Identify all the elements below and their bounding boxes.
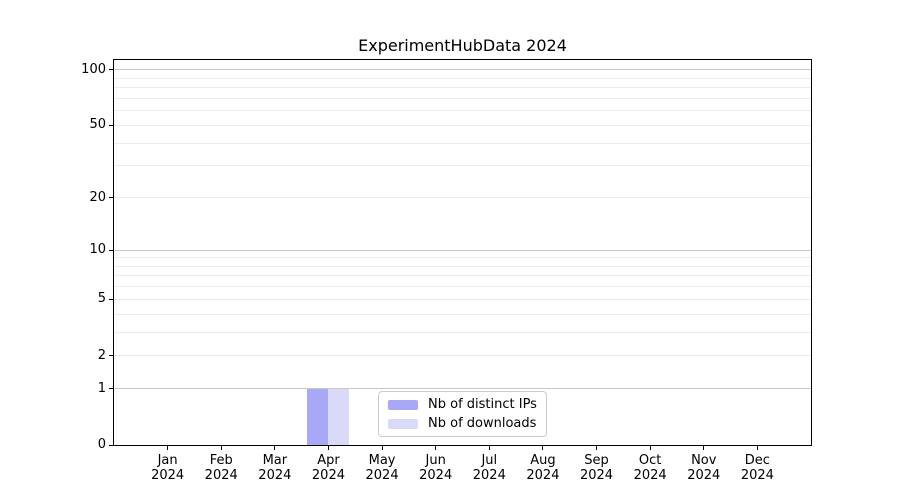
legend-label: Nb of downloads: [428, 415, 537, 431]
y-tick-label: 50: [89, 117, 106, 133]
y-tick-mark: [109, 197, 114, 198]
major-gridline: [114, 249, 811, 251]
x-tick-mark: [649, 445, 651, 450]
minor-gridline: [114, 298, 811, 300]
minor-gridline: [114, 257, 811, 259]
x-tick-label: Apr 2024: [311, 453, 345, 483]
minor-gridline: [114, 142, 811, 144]
x-tick-mark: [756, 445, 758, 450]
x-tick-mark: [542, 445, 544, 450]
y-tick-mark: [109, 124, 114, 126]
y-tick-label: 1: [97, 380, 106, 396]
x-tick-label: Mar 2024: [258, 453, 292, 483]
minor-gridline: [114, 77, 811, 79]
x-tick-label: Jun 2024: [419, 453, 453, 483]
chart-title: ExperimentHubData 2024: [358, 36, 567, 55]
legend-item: Nb of downloads: [388, 416, 546, 432]
x-tick-mark: [435, 445, 437, 450]
x-tick-mark: [220, 445, 222, 450]
minor-gridline: [114, 97, 811, 99]
minor-gridline: [114, 265, 811, 267]
y-tick-label: 20: [89, 189, 106, 205]
minor-gridline: [114, 313, 811, 315]
x-tick-label: Jan 2024: [151, 453, 185, 483]
minor-gridline: [114, 124, 811, 126]
x-tick-mark: [274, 445, 276, 450]
minor-gridline: [114, 197, 811, 198]
legend-swatch: [388, 418, 418, 429]
x-tick-mark: [488, 445, 490, 450]
minor-gridline: [114, 275, 811, 277]
legend-label: Nb of distinct IPs: [428, 396, 537, 412]
x-tick-mark: [596, 445, 598, 450]
x-tick-label: Dec 2024: [740, 453, 774, 483]
legend-swatch: [388, 399, 418, 410]
x-tick-mark: [327, 445, 329, 450]
major-gridline: [114, 69, 811, 71]
x-tick-label: Sep 2024: [579, 453, 614, 483]
y-tick-mark: [109, 388, 114, 390]
y-tick-label: 0: [97, 437, 106, 452]
x-tick-mark: [167, 445, 169, 450]
minor-gridline: [114, 165, 811, 167]
y-tick-mark: [109, 298, 114, 300]
y-tick-label: 100: [81, 61, 106, 77]
minor-gridline: [114, 286, 811, 288]
y-tick-mark: [109, 249, 114, 251]
minor-gridline: [114, 331, 811, 333]
y-tick-label: 5: [97, 291, 106, 307]
x-tick-label: Jul 2024: [472, 453, 506, 483]
y-tick-label: 10: [89, 242, 106, 258]
x-tick-label: Feb 2024: [204, 453, 238, 483]
legend: Nb of distinct IPs Nb of downloads: [378, 391, 547, 437]
x-tick-label: Nov 2024: [687, 453, 721, 483]
x-tick-mark: [703, 445, 705, 450]
x-tick-label: May 2024: [365, 453, 399, 483]
y-tick-mark: [109, 444, 114, 446]
bar-distinct-ips: [307, 388, 329, 445]
minor-gridline: [114, 355, 811, 357]
x-tick-mark: [381, 445, 383, 450]
legend-item: Nb of distinct IPs: [388, 397, 546, 413]
y-tick-mark: [109, 355, 114, 357]
bar-downloads: [328, 388, 350, 445]
y-tick-label: 2: [97, 347, 106, 363]
x-tick-label: Oct 2024: [633, 453, 667, 483]
minor-gridline: [114, 110, 811, 112]
major-gridline: [114, 388, 811, 390]
plot-area: [113, 59, 812, 446]
minor-gridline: [114, 87, 811, 89]
y-tick-mark: [109, 69, 114, 71]
x-tick-label: Aug 2024: [526, 453, 560, 483]
